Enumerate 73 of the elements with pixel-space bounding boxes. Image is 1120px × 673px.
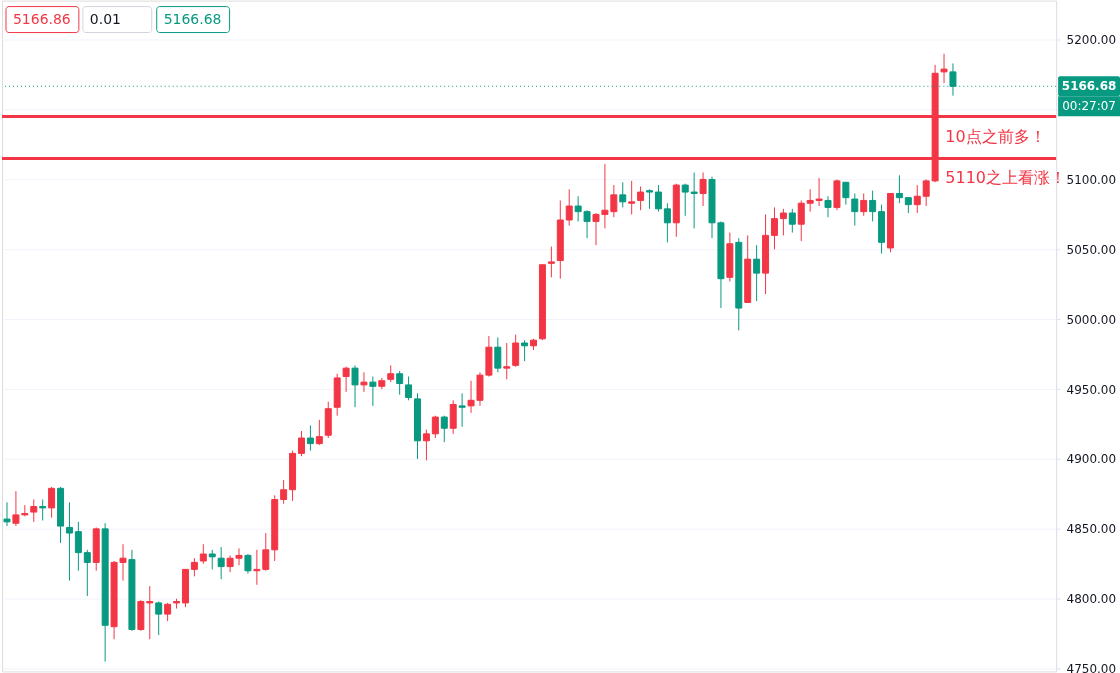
candlestick xyxy=(199,543,207,565)
candlestick xyxy=(217,546,225,580)
candlestick xyxy=(39,499,47,521)
candlestick xyxy=(654,184,662,213)
candlestick xyxy=(65,501,73,582)
candlestick xyxy=(637,185,645,211)
candlestick xyxy=(494,336,502,373)
ref-line-label: 5166.68 xyxy=(1061,79,1117,94)
candlestick xyxy=(440,415,448,443)
ref-line-label: 10点之前多！ xyxy=(945,126,1046,146)
candlestick xyxy=(770,206,778,250)
candlestick xyxy=(521,339,529,362)
candlestick xyxy=(74,521,82,572)
candlestick xyxy=(824,195,832,218)
candlestick xyxy=(628,180,636,215)
candlestick xyxy=(244,553,252,575)
annotation: 0.01 xyxy=(89,10,121,27)
candlestick xyxy=(297,430,305,457)
candlestick xyxy=(753,244,761,302)
candlestick xyxy=(788,208,796,234)
candlestick xyxy=(869,190,877,222)
candlestick xyxy=(449,399,457,435)
annotation: 5166.86 xyxy=(12,10,71,27)
candlestick xyxy=(422,429,430,461)
candlestick xyxy=(458,392,466,428)
candlestick xyxy=(779,208,787,236)
candlestick xyxy=(30,499,38,523)
candlestick xyxy=(565,188,573,227)
candlestick xyxy=(405,376,413,401)
y-tick-label: 4900.00 xyxy=(1066,452,1117,467)
candlestick xyxy=(155,601,163,636)
candlestick xyxy=(360,371,368,393)
y-tick-label: 5050.00 xyxy=(1066,242,1117,257)
y-tick-label: 4850.00 xyxy=(1066,522,1117,537)
candlestick xyxy=(512,334,520,368)
y-tick-label: 5000.00 xyxy=(1066,312,1117,327)
y-tick-label: 4800.00 xyxy=(1066,592,1117,607)
candlestick xyxy=(315,419,323,446)
candlestick xyxy=(164,602,172,622)
y-tick-label: 5200.00 xyxy=(1066,33,1117,48)
candlestick xyxy=(146,585,154,640)
candlestick xyxy=(208,549,216,570)
candlestick xyxy=(619,181,627,208)
annotation: 5166.68 xyxy=(163,10,222,27)
candlestick xyxy=(842,181,850,206)
candlestick xyxy=(913,184,921,214)
y-tick-label: 4750.00 xyxy=(1066,662,1117,673)
candlestick xyxy=(681,183,689,217)
candlestick xyxy=(663,202,671,243)
candlestick xyxy=(851,192,859,227)
candlestick xyxy=(280,479,288,505)
candlestick xyxy=(940,53,948,84)
text: 00:27:07 xyxy=(1062,99,1116,114)
candlestick xyxy=(48,486,56,519)
y-tick-label: 5100.00 xyxy=(1066,172,1117,187)
candlestick xyxy=(3,501,11,527)
candlestick xyxy=(699,172,707,207)
candlestick xyxy=(690,172,698,229)
candlestick xyxy=(396,370,404,396)
candlestick xyxy=(895,174,903,204)
candlestick xyxy=(646,188,654,210)
candlestick xyxy=(342,366,350,393)
candlestick xyxy=(306,424,314,452)
y-tick-label: 4950.00 xyxy=(1066,382,1117,397)
candlestick xyxy=(503,342,511,380)
candlestick xyxy=(860,192,868,217)
candlestick xyxy=(369,376,377,407)
candlestick xyxy=(351,364,359,408)
ref-line-label: 5110之上看涨！ xyxy=(945,168,1066,188)
candlestick xyxy=(83,549,91,597)
candlestick xyxy=(797,199,805,242)
candlestick xyxy=(190,557,198,577)
candlestick xyxy=(547,246,555,278)
